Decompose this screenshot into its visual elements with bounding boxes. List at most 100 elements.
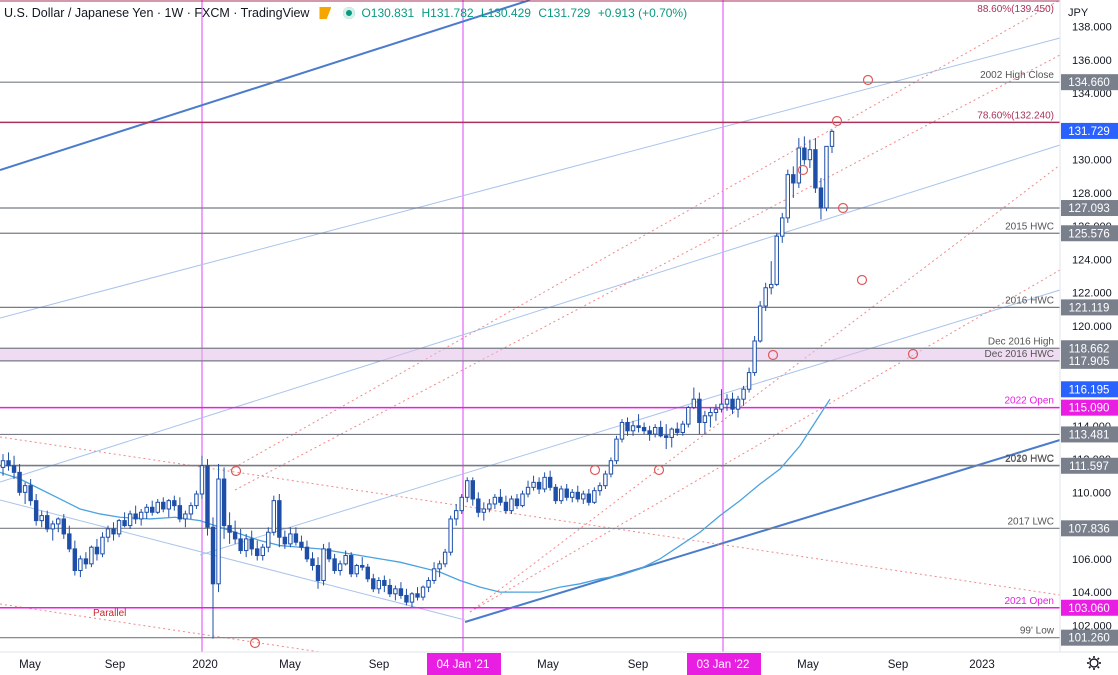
- candle: [536, 477, 542, 494]
- candle: [133, 505, 138, 524]
- y-tick-label: 110.000: [1072, 487, 1111, 499]
- candle: [266, 527, 271, 553]
- dot-icon: [343, 7, 356, 19]
- candle-body: [492, 496, 498, 505]
- candle-body: [282, 536, 288, 545]
- fib-channel-line: [234, 54, 1061, 491]
- candle-body: [409, 593, 415, 603]
- candle: [415, 587, 420, 601]
- candle: [161, 497, 166, 513]
- candle-body: [802, 147, 807, 161]
- candle-body: [22, 485, 28, 493]
- candle: [763, 282, 768, 312]
- x-tick-highlight: [687, 653, 761, 675]
- price-tag-bg: [1061, 352, 1118, 369]
- candle-body: [426, 579, 431, 588]
- candle: [564, 484, 569, 501]
- candle-body: [476, 498, 481, 513]
- candle-body: [746, 372, 752, 390]
- candle-body: [315, 565, 321, 581]
- candle-body: [404, 594, 409, 603]
- candle-body: [702, 415, 708, 423]
- x-tick-label: May: [537, 659, 559, 671]
- candle-body: [177, 505, 183, 520]
- candle: [365, 563, 370, 583]
- candle: [33, 493, 39, 526]
- y-tick-label: 102.000: [1072, 620, 1112, 632]
- candle: [514, 493, 520, 509]
- candle-body: [558, 488, 564, 502]
- time-axis[interactable]: May Sep 2020 May Sep 04 Jan '21 May Sep 03 Jan '…: [0, 651, 1118, 675]
- candle-body: [619, 421, 625, 440]
- candle: [315, 557, 321, 589]
- candle-body: [72, 548, 78, 572]
- candle: [371, 573, 376, 593]
- candle-body: [581, 493, 586, 500]
- candle: [807, 139, 813, 168]
- price-tag-bg: [1061, 457, 1118, 474]
- candle: [50, 520, 55, 541]
- candle-body: [166, 500, 172, 510]
- candle-body: [498, 496, 503, 503]
- candle: [332, 553, 337, 574]
- price-axis[interactable]: 138.000136.000134.000132.000130.000128.0…: [1059, 0, 1118, 652]
- candle-body: [481, 508, 487, 513]
- candle-body: [730, 398, 735, 410]
- candle-body: [669, 428, 674, 438]
- candle-body: [614, 438, 619, 462]
- candle-body: [824, 145, 829, 209]
- candle-body: [343, 555, 348, 565]
- x-tick-label: 04 Jan '21: [437, 659, 490, 671]
- price-tag-bg: [1061, 299, 1118, 316]
- candle: [337, 560, 343, 576]
- price-tag-label: 115.090: [1069, 403, 1110, 415]
- level-label: Dec 2016 High: [988, 336, 1054, 347]
- candle-body: [768, 283, 774, 289]
- candle: [260, 543, 265, 561]
- candle-body: [597, 485, 603, 492]
- candle-body: [11, 465, 17, 473]
- candle: [360, 557, 365, 571]
- candle-body: [172, 500, 177, 507]
- candle-body: [61, 518, 67, 535]
- candle-body: [188, 505, 194, 515]
- candle-body: [227, 525, 232, 533]
- candle: [354, 563, 359, 578]
- price-tag-bg: [1061, 399, 1118, 416]
- candle-body: [216, 478, 221, 585]
- channel-line: [0, 499, 466, 621]
- candle: [426, 577, 431, 593]
- candle-body: [255, 548, 260, 557]
- lower-trend-line: [464, 439, 1061, 623]
- candle-body: [603, 473, 608, 487]
- candle-body: [232, 531, 238, 540]
- candle: [829, 129, 835, 154]
- x-tick-label: May: [797, 659, 819, 671]
- x-tick-highlight: [427, 653, 501, 675]
- symbol-title[interactable]: U.S. Dollar / Japanese Yen · 1W · FXCM ·…: [4, 6, 310, 20]
- candle-body: [210, 526, 216, 585]
- candle: [11, 455, 17, 480]
- candle: [531, 475, 536, 491]
- candle: [603, 470, 608, 489]
- flag-icon[interactable]: [319, 7, 332, 19]
- candle-body: [67, 533, 72, 550]
- candle-body: [652, 426, 658, 435]
- candle-body: [465, 480, 470, 498]
- candle: [376, 577, 382, 594]
- candle: [343, 550, 348, 566]
- candle: [6, 452, 11, 471]
- candle: [183, 510, 188, 528]
- horizontal-levels: [0, 0, 1060, 639]
- candle-body: [50, 523, 55, 530]
- candle-body: [39, 515, 44, 522]
- candle: [481, 502, 487, 521]
- candle-body: [757, 305, 763, 342]
- candle-body: [138, 511, 144, 520]
- gear-icon[interactable]: [1087, 656, 1101, 670]
- y-tick-label: 120.000: [1072, 321, 1112, 333]
- currency-label: JPY: [1068, 7, 1089, 19]
- candle: [122, 512, 127, 528]
- last_price-tag-label: 131.729: [1068, 126, 1110, 138]
